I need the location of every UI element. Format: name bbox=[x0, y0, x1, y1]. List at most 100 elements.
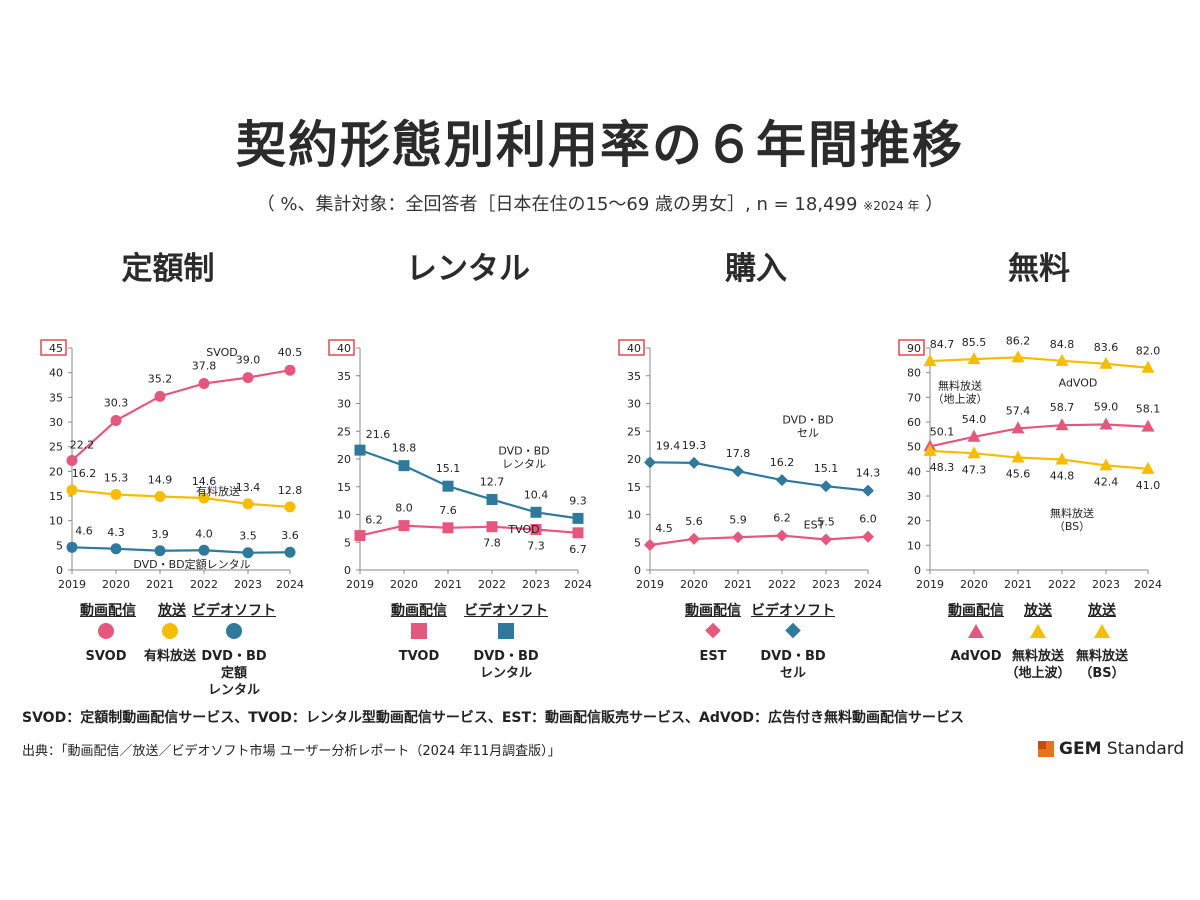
y-tick-label: 30 bbox=[337, 398, 351, 411]
legend-item-label: 無料放送 （地上波） bbox=[1005, 649, 1071, 681]
data-label: 15.1 bbox=[814, 462, 839, 475]
legend-item-label: TVOD bbox=[398, 649, 440, 664]
category-title-flat-rate: 定額制 bbox=[121, 251, 215, 287]
data-label: 5.5 bbox=[817, 515, 835, 528]
page-subtitle: （ %、集計対象：全回答者［日本在住の15～69 歳の男女］, n = 18,4… bbox=[0, 190, 1200, 216]
y-max-box bbox=[898, 339, 925, 356]
data-label: 57.4 bbox=[1006, 404, 1031, 417]
page-title: 契約形態別利用率の６年間推移 bbox=[236, 116, 964, 174]
x-tick-label: 2024 bbox=[564, 578, 592, 591]
y-tick-label: 25 bbox=[627, 425, 641, 438]
y-tick-label: 40 bbox=[627, 342, 641, 355]
data-point bbox=[198, 544, 210, 556]
data-point bbox=[862, 484, 874, 497]
legend-square-icon bbox=[498, 623, 514, 639]
legend-group-label: 動画配信 bbox=[948, 603, 1004, 619]
data-point bbox=[1055, 353, 1069, 366]
y-tick-label: 0 bbox=[344, 564, 351, 577]
data-label: 10.4 bbox=[524, 488, 549, 501]
data-point bbox=[1141, 461, 1155, 474]
data-label: 7.6 bbox=[439, 504, 457, 517]
data-point bbox=[923, 354, 937, 367]
data-label: 9.3 bbox=[569, 494, 587, 507]
data-point bbox=[644, 456, 656, 469]
legend-diamond-icon bbox=[785, 622, 801, 639]
legend-group-label: 動画配信 bbox=[685, 603, 741, 619]
data-label: 5.9 bbox=[729, 513, 747, 526]
data-label: 59.0 bbox=[1094, 400, 1119, 413]
data-point bbox=[110, 543, 122, 555]
data-point bbox=[1099, 417, 1113, 430]
legend-group-label: ビデオソフト bbox=[751, 603, 835, 619]
series-line bbox=[649, 534, 869, 547]
data-point bbox=[923, 443, 937, 456]
category-title-free: 無料 bbox=[1008, 251, 1070, 287]
data-label: 40.5 bbox=[278, 346, 303, 359]
data-point bbox=[644, 539, 656, 552]
data-point bbox=[1011, 450, 1025, 463]
series-name-label: AdVOD bbox=[1059, 377, 1098, 390]
data-point bbox=[154, 545, 166, 557]
data-label: 12.7 bbox=[480, 476, 505, 489]
data-label: 58.1 bbox=[1136, 403, 1161, 416]
data-point bbox=[284, 546, 296, 558]
series-name-label: セル bbox=[797, 427, 819, 440]
y-tick-label: 0 bbox=[634, 564, 641, 577]
data-label: 6.7 bbox=[569, 543, 587, 556]
data-label: 45.6 bbox=[1006, 468, 1031, 481]
x-tick-label: 2024 bbox=[276, 578, 304, 591]
data-label: 6.2 bbox=[773, 512, 791, 525]
data-label: 42.4 bbox=[1094, 475, 1119, 488]
x-tick-label: 2019 bbox=[636, 578, 664, 591]
series-name-label: 無料放送 bbox=[1050, 506, 1094, 520]
data-point bbox=[486, 521, 498, 533]
y-max-box bbox=[618, 339, 645, 356]
y-tick-label: 90 bbox=[907, 342, 921, 355]
y-tick-label: 70 bbox=[907, 391, 921, 404]
subtitle-note: ※2024 年 bbox=[863, 199, 920, 213]
legend-circle-icon bbox=[226, 623, 242, 639]
data-point bbox=[820, 533, 832, 546]
y-tick-label: 15 bbox=[49, 490, 63, 503]
series-line bbox=[929, 356, 1149, 369]
brand-text-bold: GEM bbox=[1059, 739, 1102, 759]
brand-text-rest: Standard bbox=[1101, 739, 1185, 759]
data-point bbox=[820, 480, 832, 493]
data-label: 7.8 bbox=[483, 537, 501, 550]
data-point bbox=[776, 529, 788, 542]
y-max-box bbox=[328, 339, 355, 356]
data-label: 35.2 bbox=[148, 372, 173, 385]
series-name-label: レンタル bbox=[502, 457, 546, 470]
series-line bbox=[71, 546, 291, 554]
source-note: 出典：「動画配信／放送／ビデオソフト市場 ユーザー分析レポート（2024 年11… bbox=[22, 744, 561, 759]
series-name-label: 有料放送 bbox=[196, 484, 240, 498]
x-tick-label: 2023 bbox=[234, 578, 262, 591]
data-point bbox=[442, 480, 454, 492]
data-point bbox=[688, 532, 700, 545]
series-name-label: DVD・BD定額レンタル bbox=[133, 557, 250, 571]
x-tick-label: 2020 bbox=[102, 578, 130, 591]
x-tick-label: 2023 bbox=[1092, 578, 1120, 591]
series-line bbox=[929, 449, 1149, 470]
data-point bbox=[1055, 418, 1069, 431]
data-point bbox=[732, 531, 744, 544]
y-tick-label: 20 bbox=[49, 465, 63, 478]
y-tick-label: 80 bbox=[907, 367, 921, 380]
series-name-label: 無料放送 bbox=[938, 379, 982, 393]
data-point bbox=[486, 494, 498, 506]
subtitle-close: ） bbox=[925, 194, 944, 215]
series-line bbox=[359, 449, 579, 520]
data-point bbox=[572, 512, 584, 524]
y-tick-label: 5 bbox=[56, 539, 63, 552]
data-label: 4.0 bbox=[195, 527, 213, 540]
legend-group-label: 放送 bbox=[1024, 603, 1052, 619]
data-label: 19.4 bbox=[656, 439, 681, 452]
x-tick-label: 2020 bbox=[390, 578, 418, 591]
data-label: 13.4 bbox=[236, 481, 261, 494]
data-point bbox=[284, 364, 296, 376]
data-label: 12.8 bbox=[278, 484, 303, 497]
data-label: 4.3 bbox=[107, 526, 125, 539]
x-tick-label: 2020 bbox=[960, 578, 988, 591]
data-label: 39.0 bbox=[236, 354, 261, 367]
